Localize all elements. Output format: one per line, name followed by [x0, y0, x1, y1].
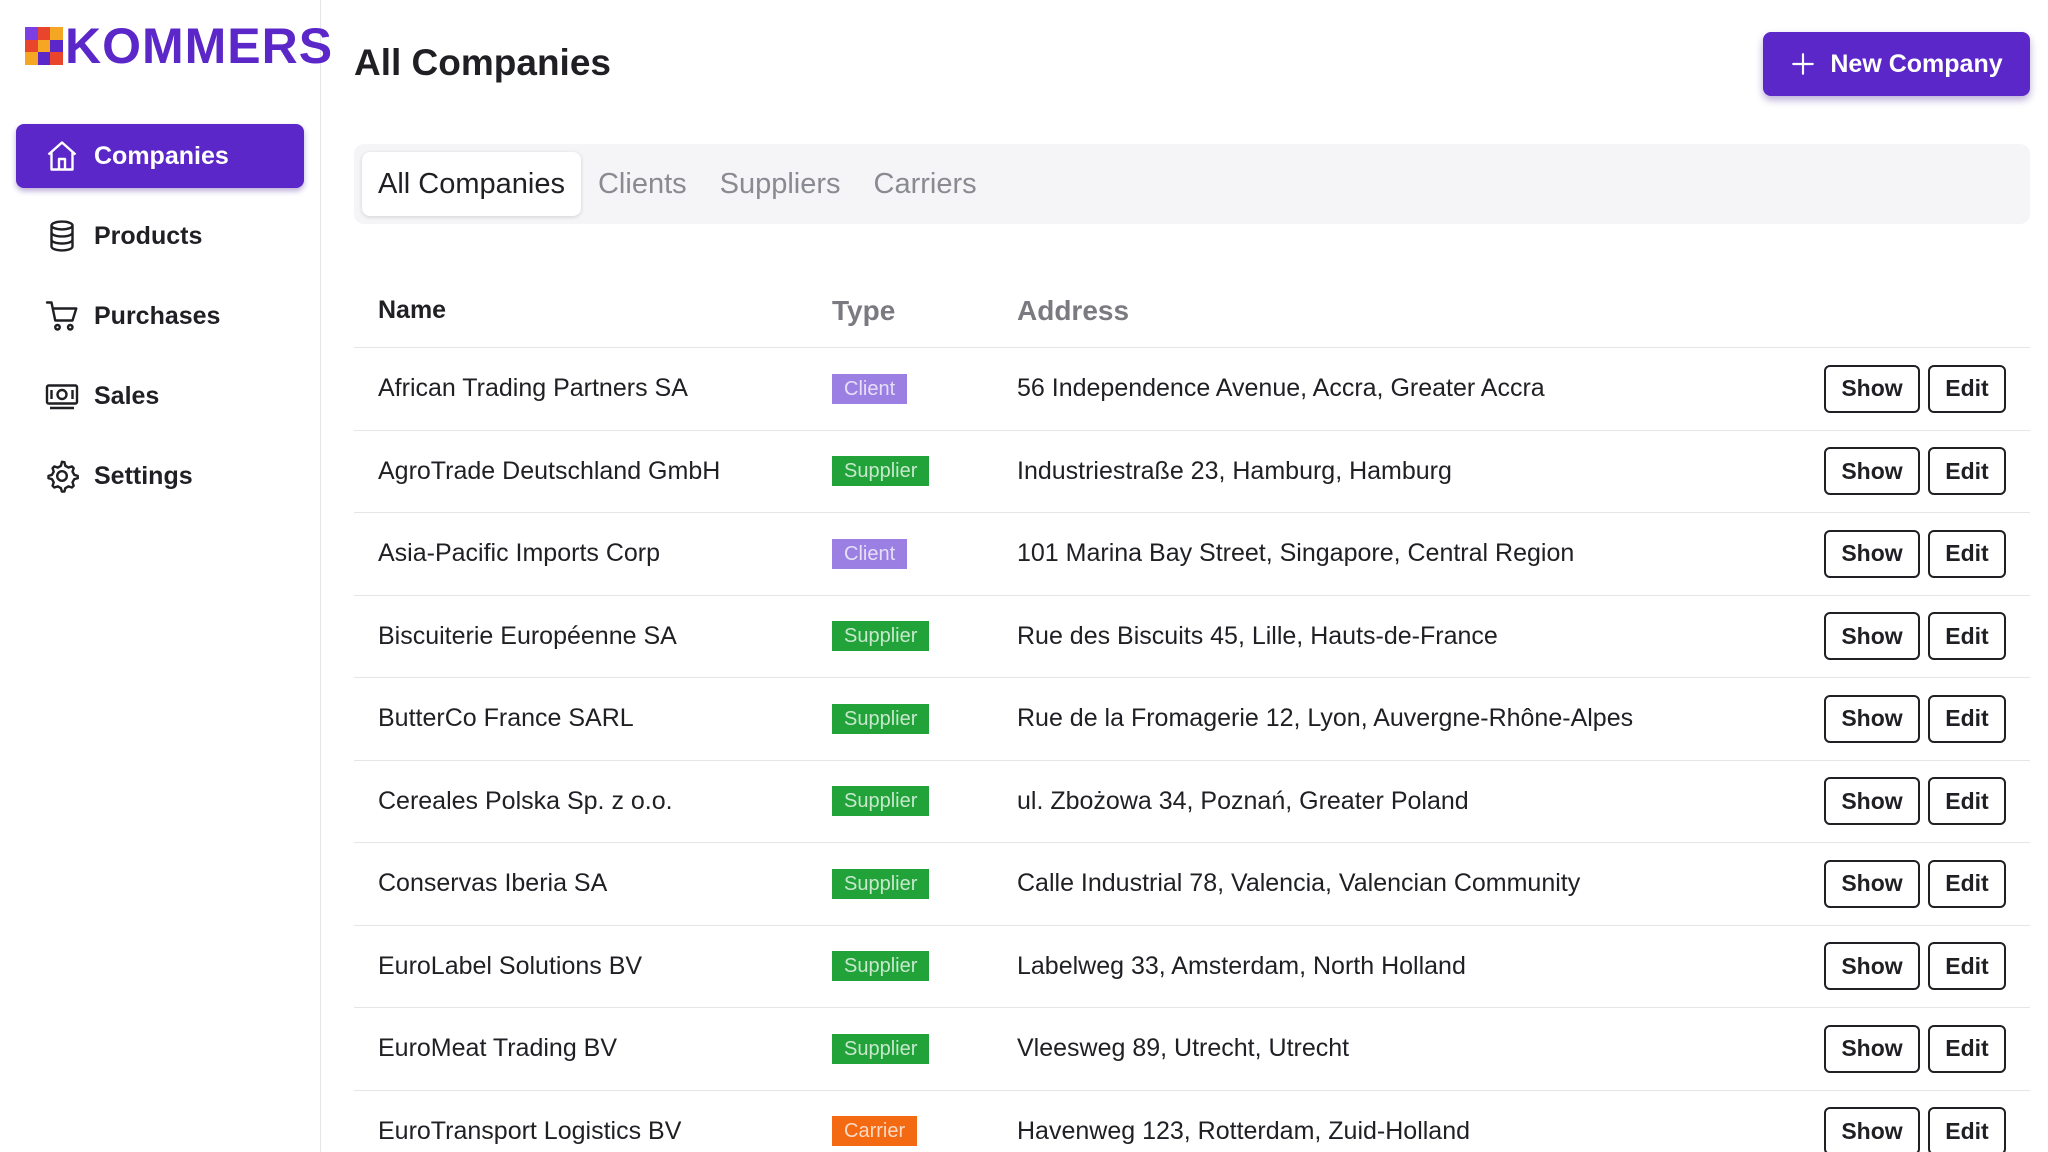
sidebar-item-label: Products — [94, 221, 203, 250]
companies-table: Name Type Address African Trading Partne… — [354, 274, 2030, 1152]
type-badge: Client — [832, 538, 908, 569]
sidebar-item-products[interactable]: Products — [16, 204, 304, 268]
sidebar-item-label: Purchases — [94, 301, 221, 330]
show-button[interactable]: Show — [1824, 942, 1920, 991]
table-row: AgroTrade Deutschland GmbH Supplier Indust… — [354, 431, 2030, 513]
show-button[interactable]: Show — [1824, 777, 1920, 826]
type-badge: Supplier — [832, 1033, 930, 1064]
company-name: EuroMeat Trading BV — [378, 1034, 618, 1063]
money-icon — [44, 378, 80, 414]
edit-button[interactable]: Edit — [1928, 942, 2006, 991]
company-name: EuroTransport Logistics BV — [378, 1116, 682, 1145]
page-title: All Companies — [354, 42, 611, 83]
column-header-type[interactable]: Type — [832, 294, 896, 326]
edit-button[interactable]: Edit — [1928, 859, 2006, 908]
edit-button[interactable]: Edit — [1928, 447, 2006, 496]
table-row: Biscuiterie Européenne SA Supplier Rue des… — [354, 596, 2030, 678]
type-badge: Supplier — [832, 456, 930, 487]
type-badge: Carrier — [832, 1116, 918, 1147]
company-name: Asia-Pacific Imports Corp — [378, 539, 661, 568]
company-address: Calle Industrial 78, Valencia, Valencian… — [1017, 869, 1581, 898]
company-name: AgroTrade Deutschland GmbH — [378, 456, 721, 485]
company-address: Rue des Biscuits 45, Lille, Hauts-de-Fra… — [1017, 621, 1498, 650]
type-badge: Supplier — [832, 621, 930, 652]
main-content: All Companies New Company All Companies … — [354, 0, 2030, 1152]
show-button[interactable]: Show — [1824, 859, 1920, 908]
tab-all-companies[interactable]: All Companies — [362, 152, 581, 216]
home-icon — [44, 138, 80, 174]
show-button[interactable]: Show — [1824, 447, 1920, 496]
plus-icon — [1792, 53, 1815, 75]
tab-bar: All Companies Clients Suppliers Carriers — [354, 144, 2030, 224]
edit-button[interactable]: Edit — [1928, 694, 2006, 743]
company-name: African Trading Partners SA — [378, 374, 688, 403]
edit-button[interactable]: Edit — [1928, 1107, 2006, 1152]
table-header: Name Type Address — [354, 274, 2030, 348]
edit-button[interactable]: Edit — [1928, 1024, 2006, 1073]
company-address: Havenweg 123, Rotterdam, Zuid-Holland — [1017, 1116, 1471, 1145]
table-row: Conservas Iberia SA Supplier Calle Industr… — [354, 843, 2030, 926]
company-name: EuroLabel Solutions BV — [378, 951, 643, 980]
cart-icon — [44, 298, 80, 334]
edit-button[interactable]: Edit — [1928, 777, 2006, 826]
company-address: 101 Marina Bay Street, Singapore, Centra… — [1017, 539, 1575, 568]
sidebar-item-purchases[interactable]: Purchases — [16, 284, 304, 348]
type-badge: Client — [832, 373, 908, 404]
company-name: Biscuiterie Européenne SA — [378, 621, 677, 650]
type-badge: Supplier — [832, 868, 930, 899]
brand-name: KOMMERS — [65, 18, 334, 74]
show-button[interactable]: Show — [1824, 1107, 1920, 1152]
column-header-address[interactable]: Address — [1017, 294, 1130, 326]
sidebar-nav: Companies Products Purchases Sales Setti… — [16, 124, 304, 524]
tab-clients[interactable]: Clients — [597, 167, 687, 200]
sidebar-item-label: Companies — [94, 141, 229, 170]
table-row: ButterCo France SARL Supplier Rue de la Fr… — [354, 678, 2030, 761]
company-address: ul. Zbożowa 34, Poznań, Greater Poland — [1017, 786, 1469, 815]
sidebar: KOMMERS Companies Products Purchases Sal… — [0, 0, 332, 1152]
company-address: Vleesweg 89, Utrecht, Utrecht — [1017, 1034, 1350, 1063]
show-button[interactable]: Show — [1824, 612, 1920, 661]
type-badge: Supplier — [832, 703, 930, 734]
sidebar-item-settings[interactable]: Settings — [16, 444, 304, 508]
new-company-button[interactable]: New Company — [1763, 32, 2030, 96]
column-header-name[interactable]: Name — [378, 296, 447, 324]
company-name: ButterCo France SARL — [378, 704, 634, 733]
logo-mark-icon — [25, 27, 63, 65]
company-address: 56 Independence Avenue, Accra, Greater A… — [1017, 374, 1545, 403]
show-button[interactable]: Show — [1824, 694, 1920, 743]
show-button[interactable]: Show — [1824, 1024, 1920, 1073]
sidebar-item-label: Settings — [94, 461, 193, 490]
type-badge: Supplier — [832, 786, 930, 817]
table-row: EuroTransport Logistics BV Carrier Havenwe… — [354, 1091, 2030, 1152]
table-row: Asia-Pacific Imports Corp Client 101 Marin… — [354, 513, 2030, 596]
new-company-label: New Company — [1830, 49, 2003, 78]
tab-carriers[interactable]: Carriers — [873, 167, 977, 200]
edit-button[interactable]: Edit — [1928, 612, 2006, 661]
database-icon — [44, 218, 80, 254]
table-body: African Trading Partners SA Client 56 Inde… — [354, 348, 2030, 1152]
edit-button[interactable]: Edit — [1928, 364, 2006, 413]
company-name: Cereales Polska Sp. z o.o. — [378, 786, 673, 815]
table-row: EuroMeat Trading BV Supplier Vleesweg 89, … — [354, 1008, 2030, 1091]
brand-logo[interactable]: KOMMERS — [25, 18, 334, 74]
table-row: African Trading Partners SA Client 56 Inde… — [354, 348, 2030, 431]
tab-suppliers[interactable]: Suppliers — [719, 167, 841, 200]
gear-icon — [44, 458, 80, 494]
company-address: Industriestraße 23, Hamburg, Hamburg — [1017, 456, 1452, 485]
show-button[interactable]: Show — [1824, 529, 1920, 578]
sidebar-item-label: Sales — [94, 381, 160, 410]
type-badge: Supplier — [832, 951, 930, 982]
sidebar-item-sales[interactable]: Sales — [16, 364, 304, 428]
company-address: Rue de la Fromagerie 12, Lyon, Auvergne-… — [1017, 704, 1634, 733]
company-name: Conservas Iberia SA — [378, 869, 608, 898]
table-row: EuroLabel Solutions BV Supplier Labelweg 3… — [354, 926, 2030, 1008]
sidebar-item-companies[interactable]: Companies — [16, 124, 304, 188]
show-button[interactable]: Show — [1824, 364, 1920, 413]
table-row: Cereales Polska Sp. z o.o. Supplier ul. Zb… — [354, 761, 2030, 843]
company-address: Labelweg 33, Amsterdam, North Holland — [1017, 951, 1466, 980]
edit-button[interactable]: Edit — [1928, 529, 2006, 578]
